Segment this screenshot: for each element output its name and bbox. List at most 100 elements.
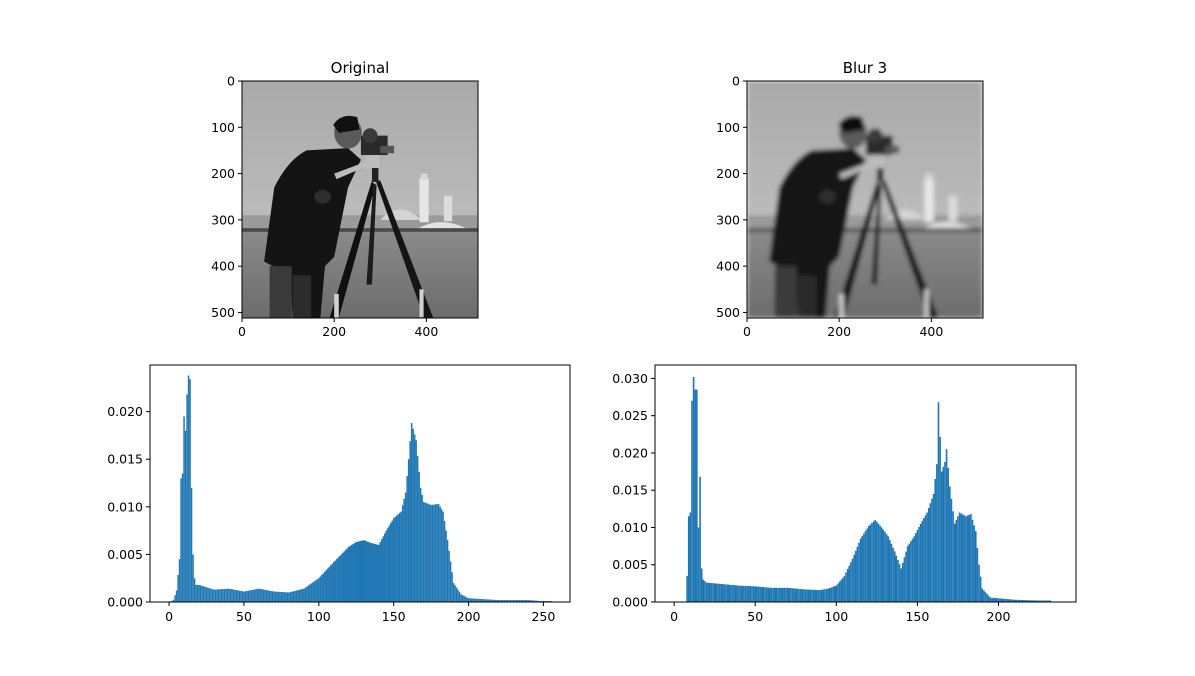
histogram-bar xyxy=(530,600,533,602)
x-tick-label: 100 xyxy=(307,609,331,624)
histogram-bar xyxy=(880,527,883,602)
histogram-bar xyxy=(216,589,218,602)
histogram-bar xyxy=(1031,600,1034,602)
histogram-bar xyxy=(357,541,359,602)
histogram-bar xyxy=(184,430,187,602)
histogram-bar xyxy=(307,585,310,602)
histogram-bar xyxy=(1013,599,1016,602)
histogram-bar xyxy=(255,589,257,602)
histogram-bar xyxy=(533,600,536,602)
histogram-bar xyxy=(229,588,232,602)
histogram-bar xyxy=(434,504,437,602)
histogram-bar xyxy=(223,588,226,602)
histogram-bar xyxy=(882,529,885,602)
y-tick-label: 100 xyxy=(716,120,740,135)
x-tick-label: 400 xyxy=(919,324,943,339)
histogram-bar xyxy=(772,587,774,602)
histogram-bar xyxy=(433,504,435,602)
histogram-bar xyxy=(484,599,486,602)
histogram-bar xyxy=(186,394,188,602)
histogram-bar xyxy=(799,589,802,602)
histogram-bar xyxy=(330,565,332,602)
histogram-bar xyxy=(261,589,263,602)
histogram-bar xyxy=(874,520,877,602)
histogram-bar xyxy=(1046,600,1048,602)
histogram-bar xyxy=(906,546,909,602)
histogram-bar xyxy=(442,511,444,602)
histogram-bar xyxy=(704,581,706,602)
histogram-bar xyxy=(413,434,416,602)
histogram-bar xyxy=(190,487,193,602)
histogram-bar xyxy=(879,525,881,602)
histogram-bar xyxy=(210,588,212,602)
histogram-bar xyxy=(754,586,757,602)
histogram-bar xyxy=(331,563,334,602)
histogram-bar xyxy=(177,574,179,602)
histogram-bar xyxy=(475,598,477,602)
histogram-bar xyxy=(172,600,175,602)
histogram-bar xyxy=(315,580,317,602)
histogram-bar xyxy=(367,541,369,602)
histogram-bar xyxy=(403,498,405,602)
histogram-bar xyxy=(385,530,387,602)
histogram-bar xyxy=(970,514,972,602)
histogram-bar xyxy=(863,533,865,602)
histogram-bar xyxy=(775,587,778,602)
histogram-bar xyxy=(837,583,839,602)
x-tick-label: 0 xyxy=(670,609,678,624)
histogram-bar xyxy=(371,543,374,602)
histogram-bar xyxy=(339,555,341,602)
histogram-bar xyxy=(440,509,443,602)
histogram-bar xyxy=(458,592,461,602)
histogram-bar xyxy=(824,589,826,602)
histogram-bar xyxy=(960,513,962,602)
histogram-bar xyxy=(379,542,381,602)
histogram-bar xyxy=(1023,600,1026,602)
histogram-bar xyxy=(382,536,384,602)
histogram-bar xyxy=(443,521,446,602)
histogram-bar xyxy=(781,587,784,602)
image-frame xyxy=(746,80,984,319)
histogram-bar xyxy=(923,518,925,602)
histogram-bar xyxy=(801,589,804,602)
histogram-bar xyxy=(388,525,390,602)
histogram-bar xyxy=(198,584,200,602)
histogram-bar xyxy=(786,587,789,602)
histogram-bar xyxy=(174,595,176,602)
histogram-bar xyxy=(535,600,537,602)
histogram-bar xyxy=(687,516,690,602)
histogram-bar xyxy=(309,584,311,602)
histogram-bar xyxy=(304,587,307,602)
histogram-bar xyxy=(1026,600,1029,602)
histogram-bar xyxy=(707,582,710,602)
y-tick-label: 400 xyxy=(716,259,740,274)
histogram-bar xyxy=(283,592,286,602)
histogram-bar xyxy=(1004,598,1006,602)
histogram-bar xyxy=(280,592,283,602)
histogram-bar xyxy=(978,564,980,602)
histogram-bar xyxy=(807,589,810,602)
histogram-bar xyxy=(264,589,266,602)
histogram-bar xyxy=(914,533,917,602)
histogram-bars xyxy=(169,375,552,602)
histogram-bar xyxy=(358,541,360,602)
histogram-bar xyxy=(508,600,510,602)
histogram-bar xyxy=(848,565,851,602)
histogram-bar xyxy=(778,587,781,602)
histogram-bar xyxy=(840,579,842,602)
histogram-bar xyxy=(526,600,528,602)
histogram-bar xyxy=(942,466,945,602)
histogram-bar xyxy=(373,543,375,602)
histogram-bar xyxy=(529,600,531,602)
histogram-bar xyxy=(214,589,217,602)
x-tick-label: 100 xyxy=(824,609,848,624)
histogram-bar xyxy=(1000,598,1003,602)
histogram-bar xyxy=(997,598,1000,602)
histogram-bar xyxy=(466,597,468,602)
histogram-bar xyxy=(730,584,732,602)
histogram-bar xyxy=(325,570,328,602)
histogram-bar xyxy=(207,587,209,602)
histogram-bar xyxy=(238,590,241,602)
histogram-bar xyxy=(505,600,507,602)
histogram-bar xyxy=(991,597,993,602)
